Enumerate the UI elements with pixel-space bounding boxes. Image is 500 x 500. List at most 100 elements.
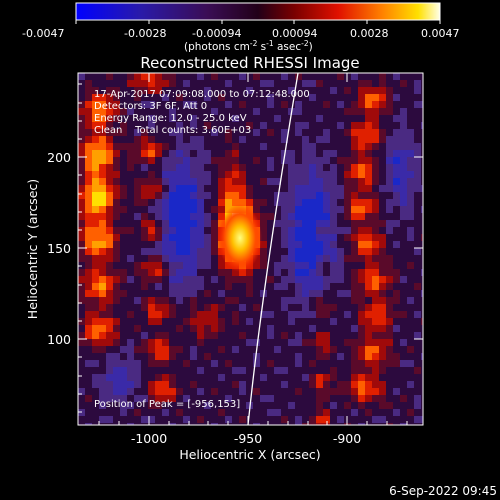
image-pixel bbox=[400, 227, 407, 234]
image-pixel bbox=[295, 101, 302, 108]
image-pixel bbox=[176, 241, 183, 248]
image-pixel bbox=[148, 164, 155, 171]
image-pixel bbox=[204, 374, 211, 381]
image-pixel bbox=[316, 185, 323, 192]
image-pixel bbox=[365, 325, 372, 332]
image-pixel bbox=[211, 346, 218, 353]
image-pixel bbox=[344, 206, 351, 213]
image-pixel bbox=[134, 213, 141, 220]
image-pixel bbox=[274, 73, 281, 80]
image-pixel bbox=[351, 297, 358, 304]
image-pixel bbox=[351, 381, 358, 388]
image-pixel bbox=[365, 220, 372, 227]
image-pixel bbox=[155, 199, 162, 206]
image-pixel bbox=[155, 143, 162, 150]
image-pixel bbox=[337, 87, 344, 94]
image-pixel bbox=[337, 395, 344, 402]
image-pixel bbox=[372, 269, 379, 276]
image-pixel bbox=[162, 94, 169, 101]
image-pixel bbox=[190, 409, 197, 416]
image-pixel bbox=[148, 157, 155, 164]
image-pixel bbox=[113, 94, 120, 101]
image-pixel bbox=[246, 388, 253, 395]
image-pixel bbox=[414, 73, 421, 80]
image-pixel bbox=[162, 297, 169, 304]
image-pixel bbox=[113, 129, 120, 136]
image-pixel bbox=[253, 262, 260, 269]
image-pixel bbox=[407, 171, 414, 178]
image-pixel bbox=[351, 283, 358, 290]
image-pixel bbox=[414, 108, 421, 115]
image-pixel bbox=[113, 108, 120, 115]
image-pixel bbox=[204, 353, 211, 360]
image-pixel bbox=[393, 80, 400, 87]
image-pixel bbox=[239, 73, 246, 80]
image-pixel bbox=[78, 269, 85, 276]
image-pixel bbox=[379, 409, 386, 416]
image-pixel bbox=[274, 276, 281, 283]
image-pixel bbox=[316, 262, 323, 269]
image-pixel bbox=[281, 171, 288, 178]
image-pixel bbox=[176, 129, 183, 136]
image-pixel bbox=[183, 332, 190, 339]
image-pixel bbox=[295, 409, 302, 416]
image-pixel bbox=[155, 297, 162, 304]
image-pixel bbox=[267, 73, 274, 80]
image-pixel bbox=[393, 332, 400, 339]
image-pixel bbox=[323, 178, 330, 185]
image-pixel bbox=[267, 374, 274, 381]
image-pixel bbox=[414, 241, 421, 248]
image-pixel bbox=[106, 262, 113, 269]
image-pixel bbox=[127, 87, 134, 94]
image-pixel bbox=[141, 73, 148, 80]
image-pixel bbox=[379, 143, 386, 150]
image-pixel bbox=[232, 318, 239, 325]
image-pixel bbox=[246, 367, 253, 374]
image-pixel bbox=[323, 199, 330, 206]
image-pixel bbox=[330, 129, 337, 136]
colorbar bbox=[75, 2, 441, 21]
image-pixel bbox=[295, 73, 302, 80]
image-pixel bbox=[78, 388, 85, 395]
image-pixel bbox=[330, 143, 337, 150]
image-pixel bbox=[260, 87, 267, 94]
image-pixel bbox=[302, 143, 309, 150]
image-pixel bbox=[372, 248, 379, 255]
image-pixel bbox=[106, 423, 113, 425]
image-pixel bbox=[155, 339, 162, 346]
image-pixel bbox=[309, 136, 316, 143]
image-pixel bbox=[309, 101, 316, 108]
image-pixel bbox=[414, 227, 421, 234]
image-pixel bbox=[267, 171, 274, 178]
image-pixel bbox=[169, 234, 176, 241]
image-pixel bbox=[120, 423, 127, 425]
image-pixel bbox=[169, 332, 176, 339]
image-pixel bbox=[141, 395, 148, 402]
image-pixel bbox=[407, 178, 414, 185]
image-pixel bbox=[267, 269, 274, 276]
image-pixel bbox=[127, 353, 134, 360]
info-detectors: Detectors: 3F 6F, Att 0 bbox=[94, 101, 207, 112]
image-pixel bbox=[302, 80, 309, 87]
image-pixel bbox=[204, 283, 211, 290]
image-pixel bbox=[330, 248, 337, 255]
image-pixel bbox=[176, 122, 183, 129]
image-pixel bbox=[400, 402, 407, 409]
image-pixel bbox=[218, 178, 225, 185]
image-pixel bbox=[85, 73, 92, 80]
image-pixel bbox=[218, 199, 225, 206]
image-pixel bbox=[197, 115, 204, 122]
image-pixel bbox=[246, 374, 253, 381]
image-pixel bbox=[176, 304, 183, 311]
image-pixel bbox=[379, 136, 386, 143]
image-pixel bbox=[274, 108, 281, 115]
image-pixel bbox=[351, 241, 358, 248]
image-pixel bbox=[162, 283, 169, 290]
image-pixel bbox=[176, 402, 183, 409]
image-pixel bbox=[407, 185, 414, 192]
image-pixel bbox=[204, 297, 211, 304]
image-pixel bbox=[183, 192, 190, 199]
image-pixel bbox=[218, 87, 225, 94]
image-pixel bbox=[302, 262, 309, 269]
image-pixel bbox=[267, 388, 274, 395]
